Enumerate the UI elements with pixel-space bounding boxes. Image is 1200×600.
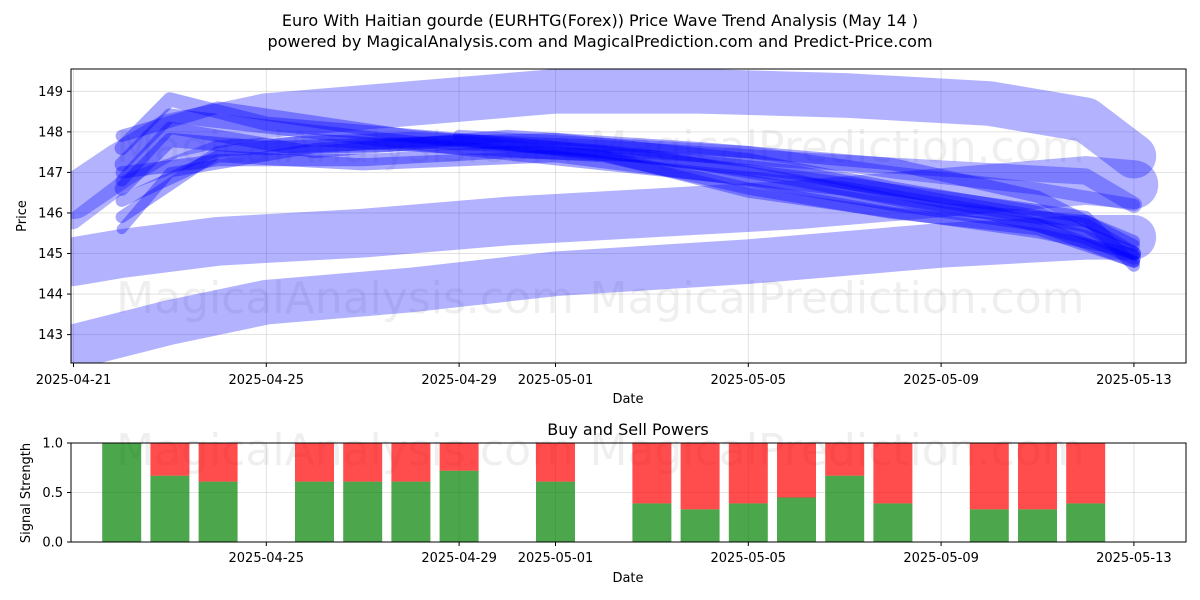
price-y-tick-label: 145 bbox=[38, 247, 63, 262]
watermark-analysis-top: MagicalAnalysis.com bbox=[116, 122, 574, 173]
price-x-ticks: 2025-04-21 2025-04-25 2025-04-29 2025-05-01… bbox=[36, 363, 1172, 388]
price-bands-inner bbox=[71, 69, 1159, 363]
price-x-tick-label: 2025-05-01 bbox=[518, 373, 594, 388]
price-wave-axes: MagicalAnalysis.com MagicalPrediction.co… bbox=[15, 68, 1187, 407]
price-x-tick-label: 2025-05-09 bbox=[903, 373, 979, 388]
price-x-tick-label: 2025-04-25 bbox=[229, 373, 305, 388]
sell-bar bbox=[1018, 443, 1057, 510]
buy-sell-axes: Buy and Sell Powers MagicalAnalysis.com … bbox=[19, 420, 1187, 586]
buy-bar bbox=[1018, 509, 1057, 542]
buy-sell-x-tick-label: 2025-04-25 bbox=[229, 551, 305, 566]
sell-bar bbox=[295, 443, 334, 482]
watermark-prediction-top: MagicalPrediction.com bbox=[590, 122, 1085, 173]
buy-bar bbox=[343, 481, 383, 542]
price-wave-band bbox=[71, 131, 1142, 230]
buy-bar bbox=[102, 443, 142, 542]
sell-bar bbox=[873, 443, 913, 504]
chart-title-line1: Euro With Haitian gourde (EURHTG(Forex))… bbox=[282, 11, 918, 30]
price-wave-bands bbox=[71, 69, 1159, 363]
buy-sell-watermarks: MagicalAnalysis.com MagicalPrediction.co… bbox=[116, 425, 1084, 476]
price-x-tick-label: 2025-05-05 bbox=[711, 373, 787, 388]
price-x-tick-label: 2025-04-29 bbox=[421, 373, 497, 388]
buy-sell-x-tick-label: 2025-05-13 bbox=[1096, 551, 1172, 566]
buy-bar bbox=[873, 503, 913, 542]
buy-sell-title: Buy and Sell Powers bbox=[547, 420, 709, 439]
price-wave-band bbox=[116, 134, 1139, 259]
buy-bar bbox=[295, 481, 334, 542]
sell-bar bbox=[1066, 443, 1106, 504]
buy-bar bbox=[150, 475, 190, 542]
sell-bar bbox=[969, 443, 1009, 510]
buy-bar bbox=[969, 509, 1009, 542]
sell-bar bbox=[439, 443, 479, 471]
price-wave-band bbox=[115, 150, 1140, 268]
price-x-tick-label: 2025-05-13 bbox=[1096, 373, 1172, 388]
buy-bar bbox=[680, 509, 720, 542]
buy-bar bbox=[198, 481, 238, 542]
price-y-tick-label: 144 bbox=[38, 288, 63, 303]
sell-bar bbox=[391, 443, 431, 482]
price-wave-band bbox=[114, 92, 1141, 261]
buy-bar bbox=[391, 481, 431, 542]
buy-bar bbox=[728, 503, 768, 542]
watermark-prediction-bottom: MagicalPrediction.com bbox=[590, 273, 1085, 324]
price-wave-band bbox=[115, 133, 1140, 268]
sell-bar bbox=[632, 443, 672, 504]
buy-sell-x-ticks: 2025-04-25 2025-04-29 2025-05-01 2025-05-05… bbox=[229, 542, 1172, 566]
buy-sell-y-tick-label: 1.0 bbox=[42, 437, 63, 452]
buy-bar bbox=[1066, 503, 1106, 542]
price-y-tick-label: 147 bbox=[38, 166, 63, 181]
price-grid bbox=[71, 69, 1186, 363]
buy-sell-y-tick-label: 0.5 bbox=[42, 486, 63, 501]
price-wave-band bbox=[115, 101, 1140, 272]
sell-bar bbox=[536, 443, 575, 482]
price-y-label: Price bbox=[15, 200, 30, 232]
buy-sell-x-tick-label: 2025-05-01 bbox=[518, 551, 594, 566]
price-wave-band bbox=[71, 215, 1157, 363]
price-wave-band bbox=[115, 146, 1140, 248]
watermark-analysis-bottom: MagicalAnalysis.com bbox=[116, 273, 574, 324]
price-y-tick-label: 148 bbox=[38, 125, 63, 140]
sell-bar bbox=[198, 443, 238, 482]
price-axes-frame bbox=[70, 68, 1187, 364]
buy-sell-y-ticks: 0.0 0.5 1.0 bbox=[42, 437, 71, 551]
price-x-tick-label: 2025-04-21 bbox=[36, 373, 112, 388]
buy-sell-y-label: Signal Strength bbox=[19, 443, 34, 543]
price-watermarks: MagicalAnalysis.com MagicalPrediction.co… bbox=[116, 122, 1084, 324]
price-y-ticks: 143 144 145 146 147 148 149 bbox=[38, 85, 71, 343]
price-y-tick-label: 143 bbox=[38, 328, 63, 343]
chart-title-line2: powered by MagicalAnalysis.com and Magic… bbox=[267, 32, 932, 51]
buy-sell-y-tick-label: 0.0 bbox=[42, 536, 63, 551]
price-wave-band bbox=[114, 132, 1141, 261]
buy-sell-x-label: Date bbox=[612, 571, 643, 586]
buy-sell-x-tick-label: 2025-05-09 bbox=[903, 551, 979, 566]
sell-bar bbox=[825, 443, 865, 476]
buy-bar bbox=[439, 470, 479, 542]
buy-sell-x-tick-label: 2025-04-29 bbox=[421, 551, 497, 566]
sell-bar bbox=[777, 443, 816, 498]
buy-bar bbox=[536, 481, 575, 542]
price-y-tick-label: 149 bbox=[38, 85, 63, 100]
sell-bar bbox=[728, 443, 768, 504]
price-wave-band bbox=[71, 69, 1157, 219]
buy-bar bbox=[632, 503, 672, 542]
price-wave-band bbox=[71, 156, 1159, 286]
buy-sell-x-tick-label: 2025-05-05 bbox=[711, 551, 787, 566]
price-wave-band bbox=[453, 129, 1140, 211]
price-x-label: Date bbox=[612, 392, 643, 407]
price-y-tick-label: 146 bbox=[38, 206, 63, 221]
buy-sell-bars bbox=[102, 443, 1106, 542]
sell-bar bbox=[343, 443, 383, 482]
buy-bar bbox=[825, 475, 865, 542]
sell-bar bbox=[150, 443, 190, 476]
price-wave-band bbox=[115, 121, 1140, 252]
sell-bar bbox=[680, 443, 720, 510]
buy-bar bbox=[777, 497, 816, 542]
price-wave-band bbox=[114, 108, 1141, 265]
